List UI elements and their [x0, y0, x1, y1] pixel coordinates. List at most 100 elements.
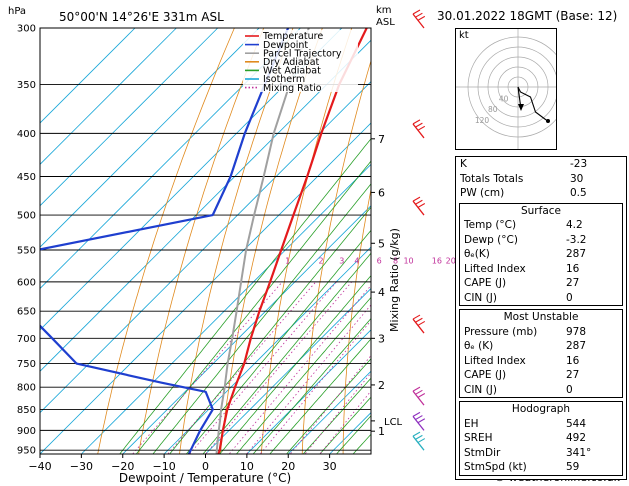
- km-tick-label: 1: [378, 425, 385, 438]
- legend-entry: Dry Adiabat: [263, 57, 320, 68]
- wind-barb-flag: [412, 314, 421, 320]
- pw-row: PW (cm) 0.5: [456, 186, 626, 201]
- dry-adiabat-line: [179, 28, 294, 454]
- mu-cin-label: CIN (J): [464, 383, 497, 396]
- mixing-ratio-tick-label: 4: [354, 257, 359, 266]
- hodograph-title: Hodograph: [511, 403, 571, 415]
- hodograph-ring-label: 40: [499, 94, 509, 103]
- hodograph-section: Hodograph EH 544 SREH 492 StmDir 341° StmSp…: [459, 401, 623, 476]
- mu-cape-label: CAPE (J): [464, 369, 507, 381]
- hodograph-ring-label: 120: [475, 116, 490, 125]
- wind-barb-flag: [417, 438, 426, 444]
- pressure-tick-label: 550: [17, 245, 36, 256]
- mu-thetae-value: 287: [566, 340, 587, 352]
- wind-barb: [412, 411, 426, 431]
- km-tick-label: 5: [378, 237, 385, 250]
- surface-temp-label: Temp (°C): [464, 219, 517, 231]
- wind-barb-staff: [412, 13, 425, 29]
- hodograph-panel: kt 40 80 120: [455, 28, 569, 150]
- pressure-tick-label: 350: [17, 80, 36, 91]
- lcl-label: LCL: [384, 417, 403, 428]
- wet-adiabat-line: [252, 317, 371, 454]
- hodograph-ring-label: 80: [488, 105, 498, 114]
- surface-cin-value: 0: [566, 291, 573, 304]
- isotherm-line: [40, 28, 219, 207]
- mixing-ratio-tick-label: 2: [319, 257, 324, 266]
- wind-barb-flag: [417, 203, 426, 208]
- wet-adiabat-line: [319, 396, 371, 454]
- hodo-row: EH 544: [460, 417, 622, 432]
- wet-adiabat-line: [119, 138, 371, 454]
- wind-barb-flag: [417, 393, 426, 398]
- wind-barb: [412, 196, 426, 216]
- legend-background: [243, 30, 358, 92]
- dewpoint-profile: [40, 28, 290, 454]
- wind-barb-flag: [417, 125, 426, 131]
- x-tick-label: −10: [153, 460, 176, 473]
- surface-thetae-value: 287: [566, 248, 587, 260]
- legend-entry: Temperature: [262, 31, 323, 42]
- wind-barb-flag: [415, 389, 423, 395]
- surface-temp-value: 4.2: [566, 219, 583, 231]
- mixing-ratio-line: [205, 281, 353, 454]
- surface-dewp-value: -3.2: [566, 233, 587, 246]
- surface-dewp-label: Dewp (°C): [464, 233, 518, 246]
- wet-adiabat-line: [219, 274, 371, 454]
- surface-li-label: Lifted Index: [464, 262, 526, 275]
- mixing-ratio-line: [228, 284, 371, 454]
- isotherm-line: [40, 28, 260, 248]
- isotherm-line: [40, 28, 343, 331]
- isotherm-line: [40, 28, 177, 165]
- most-unstable-title: Most Unstable: [503, 311, 579, 323]
- mu-row: Pressure (mb) 978: [460, 325, 622, 340]
- wind-barb-staff: [412, 123, 425, 139]
- x-tick-label: −30: [70, 460, 93, 473]
- wind-barb-flag: [412, 9, 421, 15]
- surface-row: Lifted Index 16: [460, 262, 622, 277]
- legend-entry: Dewpoint: [263, 40, 308, 51]
- surface-row: Temp (°C) 4.2: [460, 218, 622, 233]
- legend-entry: Mixing Ratio: [263, 83, 322, 94]
- mixing-ratio-axis-title: Mixing Ratio (g/kg): [388, 228, 401, 332]
- km-tick-label: 2: [378, 379, 385, 392]
- x-tick-label: 20: [281, 460, 295, 473]
- x-tick-label: −20: [111, 460, 134, 473]
- dry-adiabat-line: [97, 28, 235, 454]
- datetime-label: 30.01.2022 18GMT (Base: 12): [437, 9, 617, 23]
- isotherm-line: [40, 39, 371, 372]
- wind-barb-flag: [415, 434, 423, 440]
- wind-barb-staff: [412, 318, 425, 334]
- totals-totals-value: 30: [570, 172, 584, 185]
- pressure-tick-label: 700: [17, 334, 36, 345]
- isotherm-line: [246, 329, 371, 454]
- location-label: 50°00'N 14°26'E 331m ASL: [59, 10, 224, 24]
- wind-barb-flag: [412, 119, 421, 125]
- wind-barb-flag: [415, 199, 423, 205]
- wet-adiabat-line: [235, 296, 371, 454]
- hodo-row: StmDir 341°: [460, 446, 622, 461]
- km-tick-label: 3: [378, 332, 385, 345]
- mu-pressure-label: Pressure (mb): [464, 325, 538, 338]
- dry-adiabat-line: [301, 59, 371, 454]
- temperature-profile: [217, 28, 368, 454]
- pressure-tick-label: 850: [17, 405, 36, 416]
- wind-barb: [412, 9, 426, 29]
- mixing-ratio-tick-label: 1: [285, 257, 290, 266]
- most-unstable-section: Most Unstable Pressure (mb) 978 θₑ (K) 287…: [459, 309, 623, 398]
- stmspd-value: 59: [566, 461, 580, 473]
- mu-li-label: Lifted Index: [464, 354, 526, 367]
- dry-adiabat-line: [342, 187, 371, 454]
- wind-barb-staff: [412, 200, 425, 216]
- x-axis-title: Dewpoint / Temperature (°C): [119, 471, 291, 485]
- wet-adiabat-line: [202, 252, 371, 454]
- mu-cin-value: 0: [566, 383, 573, 396]
- pressure-tick-label: 800: [17, 383, 36, 394]
- mixing-ratio-tick-label: 6: [377, 257, 382, 266]
- eh-label: EH: [464, 417, 479, 430]
- pw-label: PW (cm): [460, 187, 505, 199]
- surface-title: Surface: [520, 204, 561, 217]
- surface-row: CAPE (J) 27: [460, 276, 622, 291]
- totals-totals-row: Totals Totals 30: [456, 172, 626, 187]
